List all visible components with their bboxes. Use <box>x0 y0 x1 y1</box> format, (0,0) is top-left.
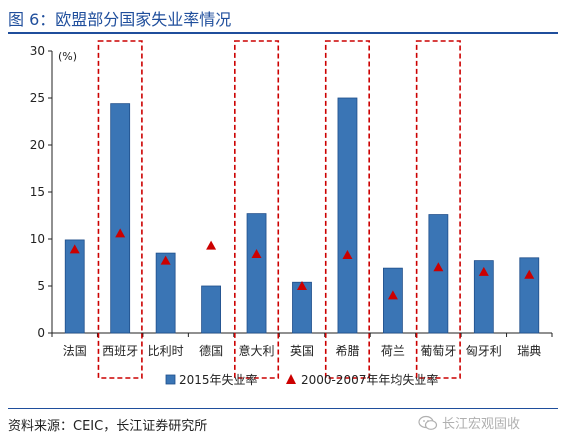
title-divider <box>8 32 558 34</box>
unemployment-chart: 0 5 10 15 20 25 30 (%) 法国 西班牙 比利时 德国 意大利 英国 希腊 荷兰 葡萄牙 匈牙利… <box>30 40 553 387</box>
source-note: 资料来源：CEIC，长江证券研究所 <box>8 419 208 434</box>
x-tick-label: 比利时 <box>148 344 184 358</box>
marker-瑞典 <box>524 269 535 279</box>
bar-荷兰 <box>383 267 403 334</box>
y-tick-label: 15 <box>30 185 45 199</box>
marker-比利时 <box>160 255 171 265</box>
y-tick-label: 0 <box>37 326 45 340</box>
wechat-icon <box>418 415 438 430</box>
x-tick-label: 德国 <box>199 343 223 358</box>
y-tick-label: 20 <box>30 138 45 152</box>
legend-label-marker: 2000-2007年年均失业率 <box>301 372 438 387</box>
bar-瑞典 <box>519 257 540 334</box>
highlight-box-希腊 <box>324 40 370 379</box>
y-tick-label: 5 <box>37 279 45 293</box>
marker-荷兰 <box>387 290 398 300</box>
legend-swatch-bar <box>165 374 176 385</box>
marker-西班牙 <box>115 228 126 238</box>
marker-葡萄牙 <box>433 262 444 272</box>
legend-swatch-marker <box>286 374 296 384</box>
highlight-box-西班牙 <box>97 40 143 379</box>
marker-法国 <box>69 244 80 254</box>
chart-title: 图 6：欧盟部分国家失业率情况 <box>8 10 232 29</box>
x-tick-label: 意大利 <box>239 343 275 358</box>
y-tick-label: 30 <box>30 44 45 58</box>
x-tick-label: 英国 <box>290 344 314 358</box>
marker-意大利 <box>251 249 262 259</box>
bar-匈牙利 <box>473 260 494 334</box>
bar-西班牙 <box>110 103 131 334</box>
y-tick-label: 25 <box>30 91 45 105</box>
watermark-text: 长江宏观固收 <box>442 417 521 432</box>
x-tick-label: 西班牙 <box>102 344 138 358</box>
x-tick-label: 葡萄牙 <box>420 344 456 358</box>
marker-希腊 <box>342 249 353 259</box>
legend-label-bar: 2015年失业率 <box>179 372 258 387</box>
x-tick-label: 希腊 <box>335 343 359 358</box>
marker-匈牙利 <box>478 266 489 276</box>
highlight-box-意大利 <box>234 40 280 379</box>
footer-divider <box>8 408 558 409</box>
x-tick-label: 荷兰 <box>381 344 405 358</box>
y-unit-label: (%) <box>58 50 77 63</box>
y-tick-label: 10 <box>30 232 45 246</box>
marker-英国 <box>297 281 307 290</box>
bar-意大利 <box>246 213 267 334</box>
x-tick-label: 匈牙利 <box>466 344 502 358</box>
x-tick-label: 法国 <box>63 344 87 358</box>
x-tick-label: 瑞典 <box>517 344 541 358</box>
bar-德国 <box>201 285 221 334</box>
bar-比利时 <box>155 252 176 334</box>
watermark: 长江宏观固收 <box>418 413 520 432</box>
bar-法国 <box>64 239 85 334</box>
highlight-box-葡萄牙 <box>415 40 461 379</box>
bar-葡萄牙 <box>428 214 449 334</box>
marker-德国 <box>206 240 217 250</box>
bar-希腊 <box>337 97 358 334</box>
